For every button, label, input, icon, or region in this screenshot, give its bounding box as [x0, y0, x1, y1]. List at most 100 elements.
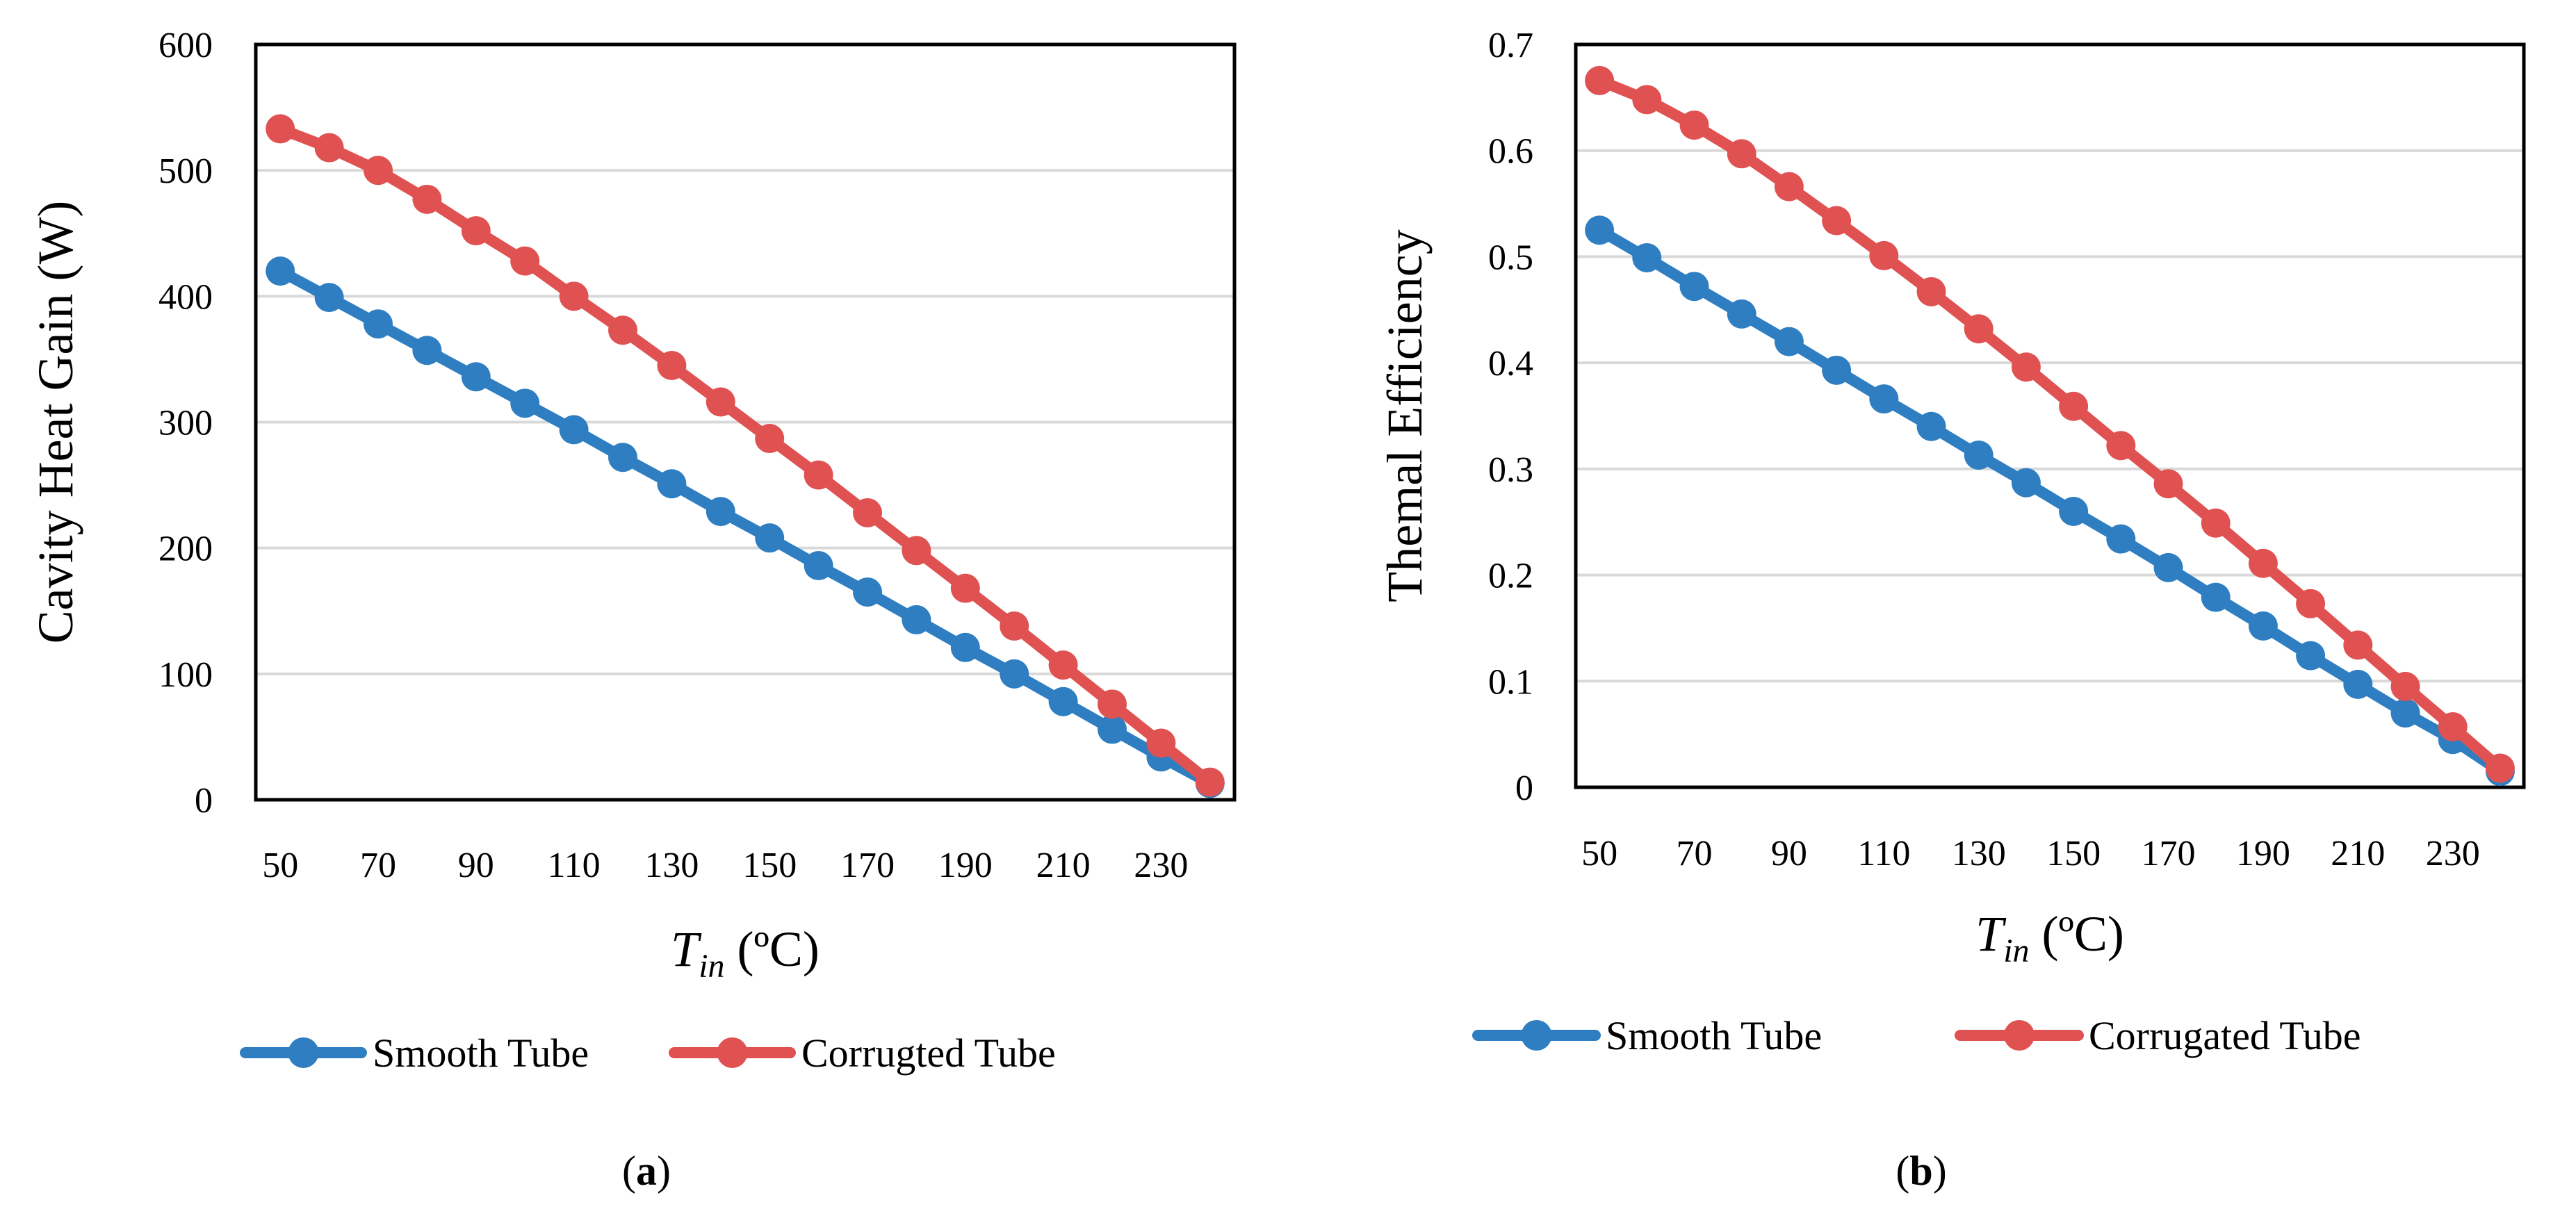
x-tick-label: 70 [1677, 834, 1713, 873]
y-tick-label: 400 [158, 277, 213, 317]
data-point-smooth [266, 256, 295, 286]
y-tick-label: 0.3 [1488, 450, 1533, 490]
data-point-corrugated [706, 387, 735, 417]
y-tick-label: 0.4 [1488, 344, 1533, 384]
caption-close: ) [657, 1148, 671, 1194]
data-point-corrugated [1774, 172, 1804, 202]
data-point-smooth [2106, 524, 2136, 554]
x-tick-label: 90 [1771, 834, 1807, 873]
data-point-smooth [1048, 687, 1078, 716]
data-point-corrugated [510, 246, 540, 276]
data-point-corrugated [1195, 767, 1225, 797]
data-point-corrugated [1916, 277, 1946, 306]
data-point-smooth [2201, 582, 2231, 612]
data-point-smooth [902, 605, 931, 634]
y-tick-label: 300 [158, 404, 213, 443]
plot-frame [254, 42, 1237, 802]
data-point-corrugated [266, 114, 295, 144]
data-point-corrugated [2059, 391, 2089, 421]
data-point-smooth [2059, 496, 2089, 526]
y-tick-label: 0.6 [1488, 132, 1533, 172]
y-tick-label: 0 [195, 781, 213, 821]
data-point-smooth [657, 469, 687, 499]
data-point-corrugated [559, 281, 589, 311]
data-point-smooth [1000, 659, 1029, 689]
caption-letter: a [636, 1148, 657, 1194]
legend-label: Corrugted Tube [801, 1030, 1056, 1076]
data-point-smooth [1964, 441, 1994, 470]
data-point-smooth [706, 497, 735, 527]
data-point-smooth [461, 362, 491, 392]
x-tick-label: 150 [742, 846, 797, 885]
data-point-smooth [1585, 215, 1615, 245]
data-point-corrugated [364, 156, 393, 186]
y-tick-label: 600 [158, 26, 213, 65]
x-tick-label: 190 [938, 846, 993, 885]
data-point-corrugated [2485, 753, 2515, 783]
data-point-smooth [1869, 384, 1899, 414]
data-point-smooth [412, 336, 442, 365]
data-point-corrugated [1146, 728, 1176, 758]
data-point-corrugated [2153, 469, 2183, 499]
y-tick-label: 0.5 [1488, 238, 1533, 277]
data-point-smooth [1727, 299, 1756, 329]
data-point-smooth [950, 632, 980, 662]
data-point-smooth [804, 551, 833, 581]
data-point-smooth [314, 283, 344, 313]
data-point-smooth [1916, 411, 1946, 441]
legend-item-corrugated: Corrugated Tube [1955, 1013, 2361, 1058]
data-point-corrugated [1727, 139, 1756, 169]
x-axis-subscript: in [699, 948, 724, 985]
x-axis-title: Tin (ºC) [1975, 906, 2124, 969]
y-tick-label: 500 [158, 151, 213, 191]
data-point-corrugated [2343, 630, 2373, 660]
data-point-corrugated [1822, 206, 1852, 236]
legend-item-corrugated: Corrugted Tube [669, 1030, 1056, 1076]
y-tick-label: 0.7 [1488, 26, 1533, 65]
data-point-corrugated [412, 184, 442, 214]
data-point-corrugated [608, 315, 637, 345]
legend: Smooth Tube Corrugted Tube [240, 1030, 1056, 1076]
x-tick-label: 190 [2236, 834, 2290, 873]
series-corrugated [266, 114, 1225, 797]
caption-open: ( [1896, 1148, 1909, 1194]
chart-a: 0 100 200 300 400 500 600 50 70 90 110 130 150 170 190… [28, 26, 1237, 1194]
data-point-corrugated [1098, 689, 1127, 719]
data-point-corrugated [1869, 240, 1899, 270]
data-point-corrugated [1679, 110, 1709, 140]
legend-label: Smooth Tube [373, 1030, 589, 1076]
x-tick-label: 230 [2426, 834, 2480, 873]
data-point-corrugated [657, 350, 687, 380]
caption-open: ( [622, 1148, 636, 1194]
series-line-corrugated [1594, 74, 2506, 774]
legend-swatch-marker [2004, 1020, 2035, 1051]
series-smooth [266, 256, 1225, 798]
x-axis-title: Tin (ºC) [671, 921, 820, 985]
data-point-corrugated [1048, 650, 1078, 680]
panel-caption: (b) [1896, 1148, 1946, 1194]
x-axis-subscript: in [2003, 932, 2029, 969]
data-point-smooth [1774, 327, 1804, 356]
x-tick-label: 130 [1952, 834, 2006, 873]
chart-b: 0 0.1 0.2 0.3 0.4 0.5 0.6 0.7 50 70 90 110 130 150 170… [1377, 26, 2526, 1194]
x-tick-label: 210 [2331, 834, 2385, 873]
legend-label: Corrugated Tube [2089, 1013, 2361, 1058]
data-point-corrugated [2248, 548, 2278, 578]
data-point-smooth [1098, 714, 1127, 744]
x-tick-label: 150 [2046, 834, 2101, 873]
legend-swatch-marker [1521, 1020, 1552, 1051]
data-point-smooth [1679, 272, 1709, 302]
data-point-corrugated [1632, 85, 1662, 115]
data-point-corrugated [804, 460, 833, 490]
legend-swatch-marker [717, 1037, 748, 1068]
x-tick-label: 70 [360, 846, 396, 885]
data-point-corrugated [1585, 65, 1615, 95]
legend-item-smooth: Smooth Tube [1472, 1013, 1822, 1058]
data-point-corrugated [902, 536, 931, 566]
data-point-corrugated [755, 424, 785, 454]
x-tick-label: 210 [1036, 846, 1091, 885]
data-point-corrugated [1000, 611, 1029, 641]
y-tick-label: 0.1 [1488, 662, 1533, 702]
x-tick-label: 230 [1134, 846, 1188, 885]
